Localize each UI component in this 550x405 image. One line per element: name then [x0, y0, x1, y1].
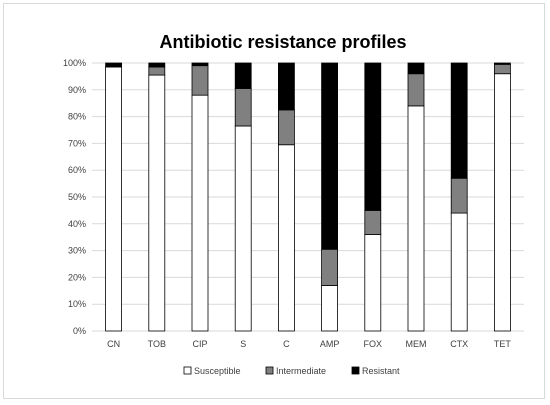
chart-title: Antibiotic resistance profiles [159, 32, 406, 52]
bar-segment-intermediate [493, 63, 511, 75]
legend-swatch [183, 366, 192, 375]
x-tick-label: CN [107, 339, 120, 349]
bar-segment-susceptible [450, 212, 468, 332]
x-axis: CN TOB CIP S C AMP FOX MEM CTX TET [107, 339, 511, 349]
bar-segment-susceptible [364, 234, 382, 332]
bar-segment-susceptible [407, 105, 425, 332]
bar-segment-resistant [407, 62, 425, 75]
legend-label: Susceptible [194, 366, 241, 376]
bar-segment-susceptible [234, 125, 252, 332]
bar-segment-resistant [277, 62, 295, 111]
bar-segment-susceptible [105, 66, 122, 332]
bar-segment-intermediate [234, 88, 252, 127]
x-tick-label: TET [494, 339, 512, 349]
bar-segment-resistant [191, 62, 209, 67]
bar-segment-resistant [450, 62, 468, 179]
legend: Susceptible Intermediate Resistant [183, 366, 400, 376]
bar-segment-intermediate [450, 177, 468, 214]
x-tick-label: FOX [364, 339, 383, 349]
bar-segment-susceptible [148, 74, 166, 332]
y-axis: 0% 10% 20% 30% 40% 50% 60% 70% 80% 90% 100% [63, 58, 86, 336]
y-tick-label: 10% [68, 299, 86, 309]
stacked-bar-chart: Antibiotic resistance profiles 0% 10% 20% 3… [63, 32, 524, 376]
bar-segment-intermediate [407, 73, 425, 107]
bar-segment-resistant [148, 62, 166, 68]
bar-segment-intermediate [277, 109, 295, 146]
x-tick-label: CIP [192, 339, 207, 349]
x-tick-label: MEM [406, 339, 427, 349]
legend-swatch [265, 366, 274, 375]
x-tick-label: AMP [320, 339, 340, 349]
y-tick-label: 50% [68, 192, 86, 202]
bar-segment-susceptible [277, 144, 295, 332]
bar-segment-resistant [493, 62, 511, 65]
x-tick-label: C [283, 339, 290, 349]
x-tick-label: S [240, 339, 246, 349]
bar-segment-susceptible [321, 285, 339, 332]
bar-segment-resistant [105, 62, 122, 68]
bar-segment-resistant [364, 62, 382, 211]
bar-segment-resistant [234, 62, 252, 89]
y-tick-label: 30% [68, 246, 86, 256]
bar-segment-intermediate [191, 65, 209, 96]
y-tick-label: 20% [68, 272, 86, 282]
legend-label: Intermediate [276, 366, 326, 376]
legend-swatch [351, 366, 360, 375]
bar-segment-resistant [321, 62, 339, 250]
bar-segment-susceptible [191, 94, 209, 332]
y-tick-label: 60% [68, 165, 86, 175]
y-tick-label: 70% [68, 138, 86, 148]
y-tick-label: 0% [73, 326, 86, 336]
bar-segment-intermediate [364, 209, 382, 235]
legend-label: Resistant [362, 366, 400, 376]
bar-segment-intermediate [148, 66, 166, 76]
y-tick-label: 90% [68, 85, 86, 95]
y-tick-label: 80% [68, 112, 86, 122]
x-tick-label: TOB [148, 339, 166, 349]
bar-segment-susceptible [493, 73, 511, 332]
bars [105, 62, 511, 332]
chart-frame: Antibiotic resistance profiles 0% 10% 20% 3… [3, 3, 545, 399]
x-tick-label: CTX [450, 339, 468, 349]
bar-segment-intermediate [321, 248, 339, 286]
y-tick-label: 100% [63, 58, 86, 68]
y-tick-label: 40% [68, 219, 86, 229]
